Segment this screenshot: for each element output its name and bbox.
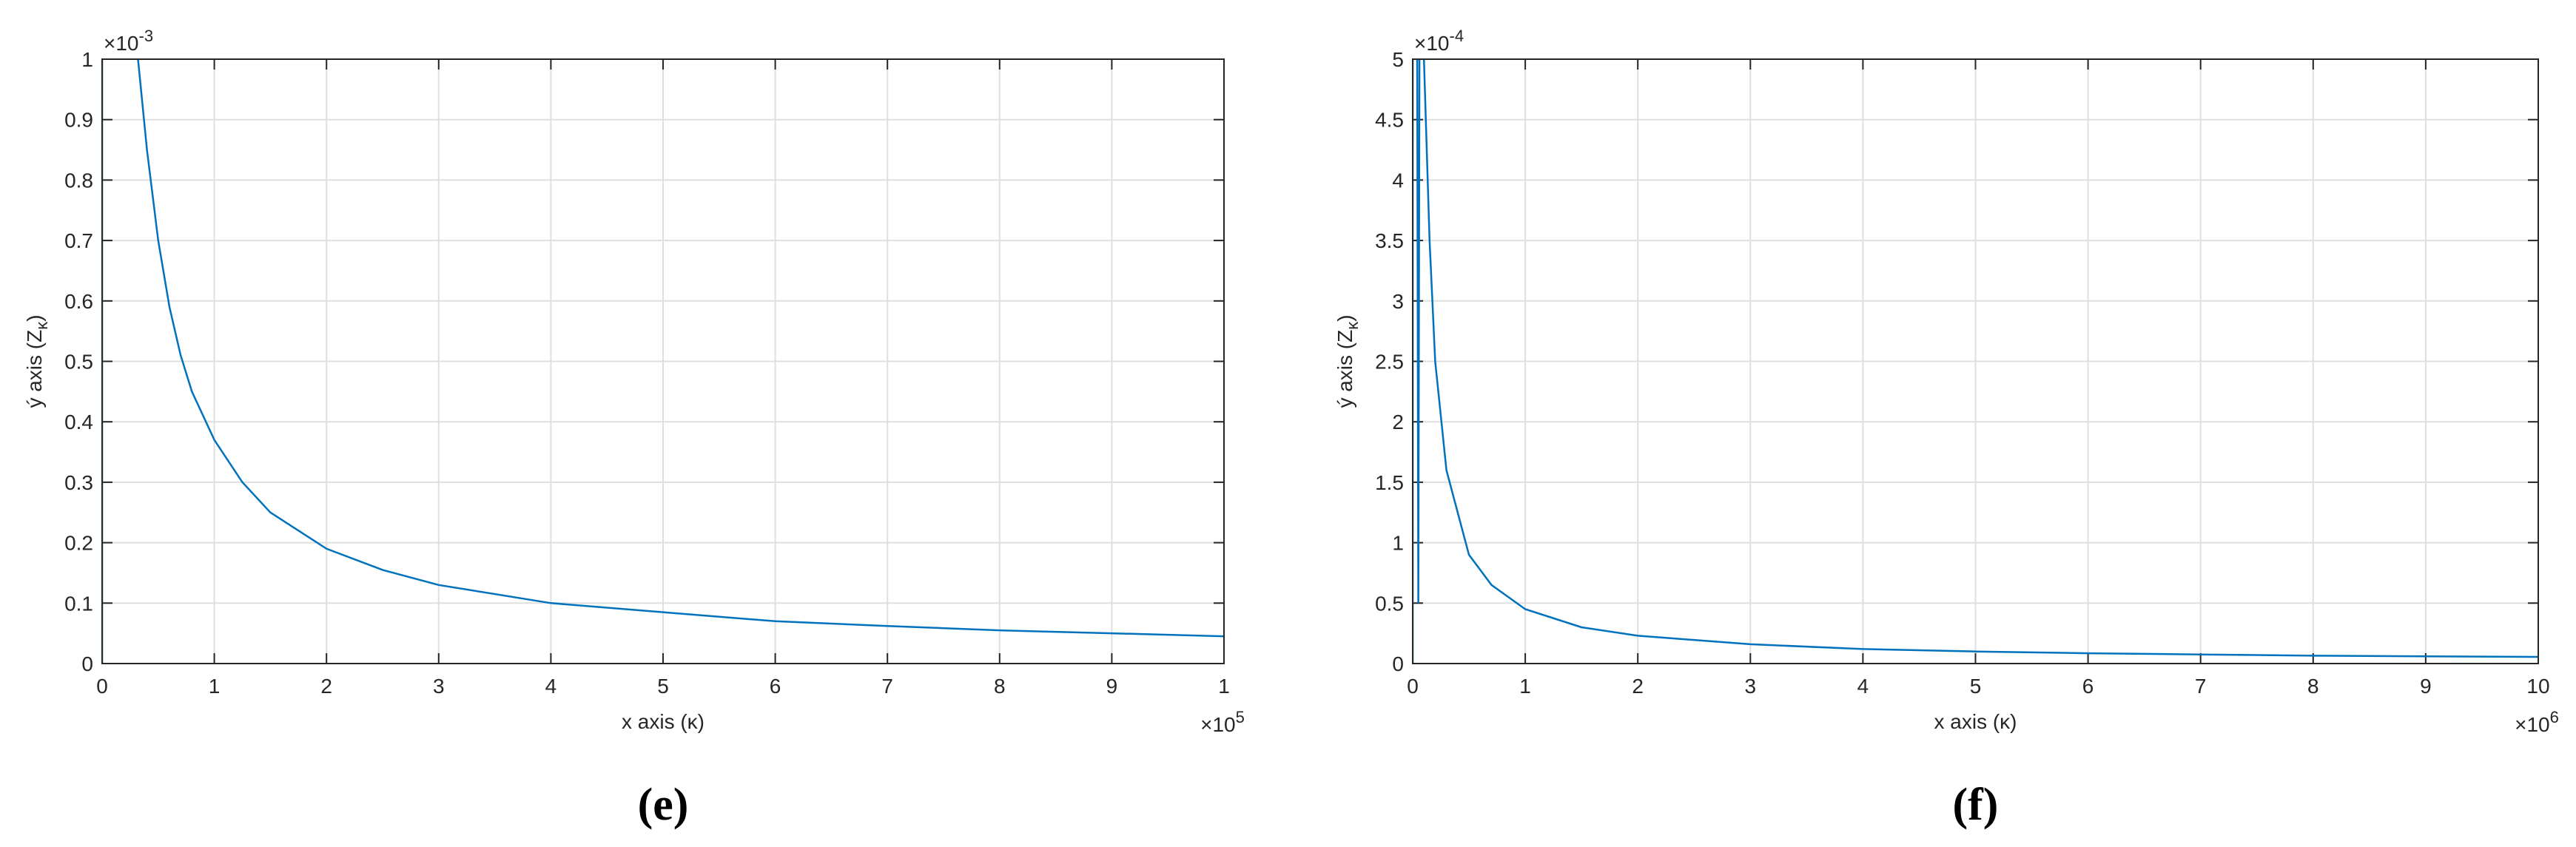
panel-caption: (e) (638, 780, 689, 830)
y-tick-label: 2 (1392, 411, 1404, 433)
exponent-base: ×10 (1200, 713, 1236, 736)
label-part: ) (23, 314, 46, 321)
exponent-power: -3 (139, 27, 154, 45)
y-tick-label: 3 (1392, 290, 1404, 313)
label-part: ý axis (Z (1334, 330, 1356, 408)
x-tick-label: 9 (1106, 675, 1118, 698)
x-tick-label: 2 (320, 675, 332, 698)
exponent-power: -4 (1450, 27, 1464, 45)
y-exponent: ×10-4 (1414, 27, 1464, 55)
x-tick-label: 7 (881, 675, 893, 698)
x-tick-label: 9 (2420, 675, 2432, 698)
x-exponent: ×106 (2515, 708, 2559, 736)
x-tick-label: 4 (545, 675, 557, 698)
axes-box (101, 58, 1225, 664)
y-axis-label: ý axis (Zκ) (1334, 314, 1362, 408)
x-axis-label: x axis (κ) (622, 710, 704, 733)
y-tick-label: 0 (1392, 652, 1404, 675)
y-tick-label: 3.5 (1375, 229, 1404, 252)
label-part: ) (1334, 314, 1356, 321)
x-tick-label: 1 (1519, 675, 1531, 698)
line-series (1413, 59, 2538, 664)
y-tick-label: 0.5 (64, 351, 93, 374)
label-part: ý axis (Z (23, 330, 46, 408)
line-series (102, 59, 1224, 664)
x-tick-label: 3 (1745, 675, 1757, 698)
x-tick-label: 1 (1218, 675, 1230, 698)
chart: 0 0.1 0.2 0.3 0.4 0.5 0.6 0.7 0.8 0.9 1 0 1 2 3 4 5 6 7 8 9 1… (23, 27, 1245, 830)
exponent-power: 5 (1236, 708, 1245, 726)
y-tick-label: 5 (1392, 48, 1404, 71)
y-tick-label: 0.1 (64, 592, 93, 615)
x-exponent: ×105 (1200, 708, 1245, 736)
x-tick-label: 6 (770, 675, 781, 698)
axes-box (1412, 58, 2539, 664)
x-tick-label: 0 (96, 675, 108, 698)
x-tick-label: 8 (2307, 675, 2319, 698)
y-tick-label: 0.3 (64, 471, 93, 494)
label-sub: κ (33, 321, 51, 330)
exponent-base: ×10 (104, 32, 139, 55)
exponent-base: ×10 (1414, 32, 1450, 55)
x-axis-label: x axis (κ) (1934, 710, 2017, 733)
y-tick-label: 1 (1392, 532, 1404, 555)
y-tick-label: 1 (81, 48, 93, 71)
exponent-base: ×10 (2515, 713, 2550, 736)
x-tick-label: 7 (2195, 675, 2207, 698)
x-tick-label: 8 (994, 675, 1006, 698)
y-tick-label: 2.5 (1375, 351, 1404, 374)
x-tick-label: 4 (1857, 675, 1869, 698)
x-tick-label: 0 (1407, 675, 1419, 698)
label-sub: κ (1343, 321, 1362, 330)
y-tick-label: 0.9 (64, 109, 93, 132)
y-exponent: ×10-3 (104, 27, 153, 55)
y-tick-label: 4.5 (1375, 109, 1404, 132)
chart: 00.511.522.533.544.550 1 2 3 4 5 6 7 8 9 10×10-4×1… (1334, 27, 2559, 830)
y-tick-label: 0.6 (64, 290, 93, 313)
x-tick-label: 3 (433, 675, 445, 698)
y-tick-label: 0.5 (1375, 592, 1404, 615)
x-tick-label: 2 (1632, 675, 1644, 698)
panel-caption: (f) (1953, 780, 1999, 830)
x-tick-label: 5 (1970, 675, 1982, 698)
x-tick-label: 10 (2526, 675, 2549, 698)
y-tick-label: 1.5 (1375, 471, 1404, 494)
y-tick-label: 4 (1392, 169, 1404, 192)
exponent-power: 6 (2550, 708, 2559, 726)
y-tick-label: 0.7 (64, 229, 93, 252)
x-tick-label: 1 (209, 675, 221, 698)
y-axis-label: ý axis (Zκ) (23, 314, 51, 408)
y-tick-label: 0.4 (64, 411, 93, 433)
y-tick-label: 0.8 (64, 169, 93, 192)
x-tick-label: 5 (657, 675, 669, 698)
x-tick-label: 6 (2082, 675, 2094, 698)
y-tick-label: 0.2 (64, 532, 93, 555)
y-tick-label: 0 (81, 652, 93, 675)
